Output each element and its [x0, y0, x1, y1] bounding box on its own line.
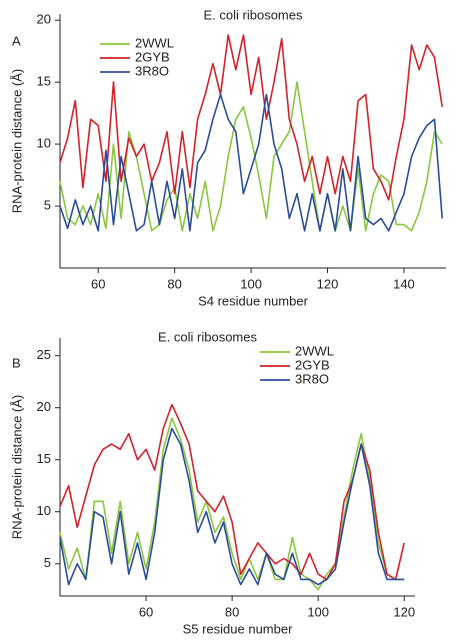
- x-tick-label: 80: [167, 276, 181, 291]
- y-axis-label: RNA-protein distance (Å): [9, 69, 24, 214]
- x-tick-label: 60: [139, 604, 153, 619]
- y-tick-label: 15: [37, 74, 51, 89]
- x-tick-label: 120: [317, 276, 339, 291]
- data-line: [59, 403, 405, 581]
- legend-label: 2WWL: [295, 343, 334, 358]
- legend-label: 2WWL: [135, 35, 174, 50]
- y-tick-label: 10: [37, 503, 51, 518]
- y-tick-label: 10: [37, 136, 51, 151]
- panel-label: B: [12, 355, 21, 370]
- panel: A E. coli ribosomes 5 10 15 20 60 80 100 120 140 S4…: [9, 7, 446, 308]
- x-tick-label: 80: [225, 604, 239, 619]
- y-tick-label: 20: [37, 12, 51, 27]
- x-tick-label: 140: [393, 276, 415, 291]
- x-tick-label: 100: [240, 276, 262, 291]
- x-axis-label: S4 residue number: [198, 293, 309, 308]
- panel: B E. coli ribosomes 5 10 15 20 25 60 80 100 120 S5 …: [9, 329, 415, 636]
- legend-label: 3R8O: [135, 63, 169, 78]
- y-tick-label: 5: [44, 555, 51, 570]
- x-tick-label: 60: [91, 276, 105, 291]
- x-tick-label: 120: [393, 604, 415, 619]
- data-line: [59, 93, 443, 232]
- data-line: [59, 417, 405, 591]
- y-tick-label: 20: [37, 399, 51, 414]
- chart-title: E. coli ribosomes: [204, 7, 303, 22]
- chart-title: E. coli ribosomes: [158, 329, 257, 344]
- y-tick-label: 5: [44, 197, 51, 212]
- data-line: [59, 81, 443, 232]
- panel-label: A: [12, 33, 21, 48]
- legend-label: 2GYB: [135, 49, 170, 64]
- y-tick-label: 15: [37, 451, 51, 466]
- legend-label: 3R8O: [295, 371, 329, 386]
- y-tick-label: 25: [37, 347, 51, 362]
- legend-label: 2GYB: [295, 357, 330, 372]
- y-axis-label: RNA-protein distance (Å): [9, 395, 24, 540]
- x-tick-label: 100: [307, 604, 329, 619]
- x-axis-label: S5 residue number: [183, 621, 294, 636]
- data-line: [59, 427, 405, 586]
